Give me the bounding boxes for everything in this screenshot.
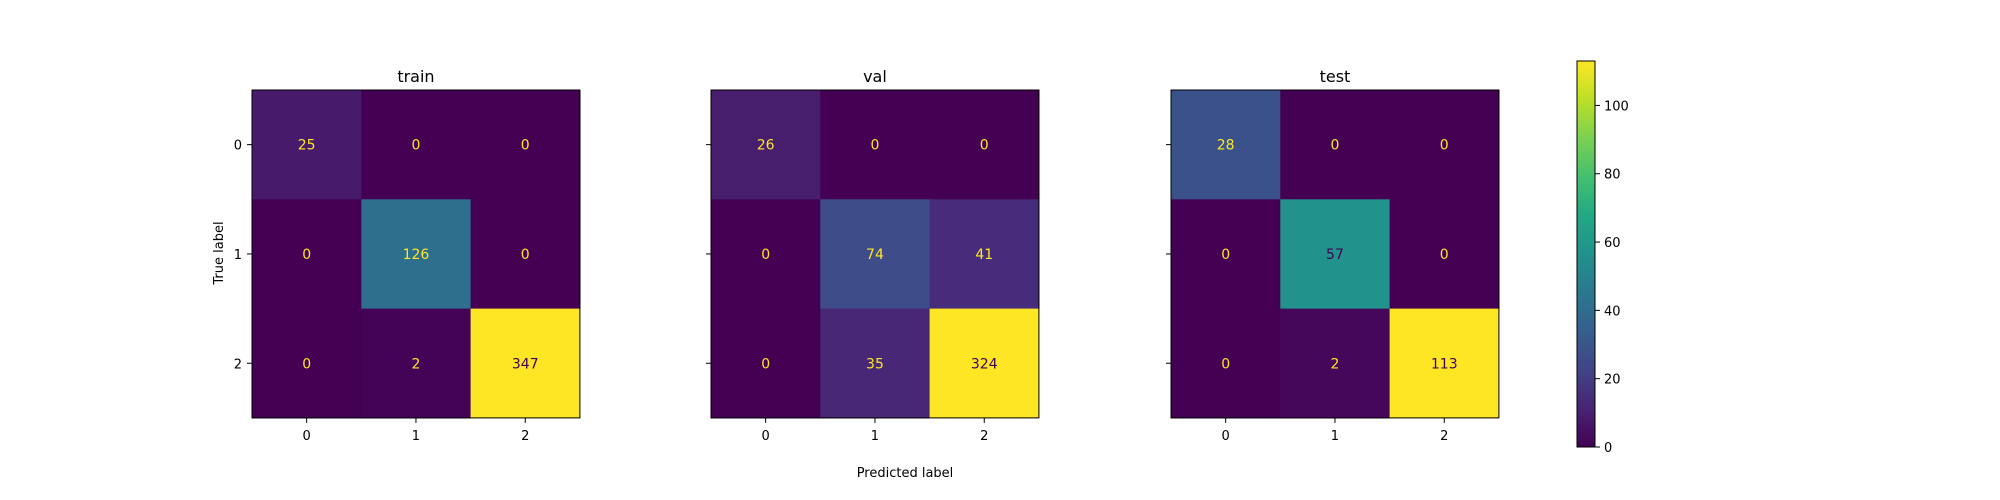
x-tick-label: 0 bbox=[1222, 429, 1230, 444]
cell-value-label: 0 bbox=[1221, 247, 1230, 263]
colorbar-gradient bbox=[1576, 60, 1596, 448]
cell-value-label: 0 bbox=[302, 356, 311, 372]
panel-title-test: test bbox=[1320, 67, 1351, 86]
matrix-cell bbox=[1280, 308, 1391, 419]
confusion-matrix-val: val 26 0 0 0 74 41 0 35 324 0 1 2 bbox=[706, 67, 1040, 444]
cell-value-label: 347 bbox=[512, 356, 539, 372]
x-axis-ticks: 0 1 2 bbox=[762, 417, 988, 444]
matrix-cell bbox=[470, 199, 581, 310]
matrix-cell bbox=[361, 90, 472, 200]
matrix-cell bbox=[1171, 90, 1281, 200]
cell-value-label: 0 bbox=[521, 138, 530, 154]
colorbar-tick-label: 100 bbox=[1604, 99, 1629, 114]
matrix-cell bbox=[361, 199, 472, 310]
cell-value-label: 0 bbox=[761, 247, 770, 263]
matrix-cell bbox=[1389, 90, 1500, 200]
matrix-cell bbox=[470, 90, 581, 200]
x-tick-label: 2 bbox=[1440, 429, 1448, 444]
cell-value-label: 2 bbox=[411, 356, 420, 372]
colorbar-tick-label: 60 bbox=[1604, 236, 1621, 251]
confusion-matrix-train: train 25 0 0 0 126 0 0 2 347 0 1 2 0 1 2 bbox=[234, 67, 581, 444]
matrix-cell bbox=[252, 199, 362, 310]
y-axis-ticks bbox=[706, 144, 711, 364]
cell-value-label: 113 bbox=[1431, 356, 1458, 372]
colorbar: 0 20 40 60 80 100 bbox=[1576, 60, 1629, 456]
cell-value-label: 57 bbox=[1326, 247, 1344, 263]
cell-value-label: 25 bbox=[298, 138, 316, 154]
matrix-cell bbox=[929, 90, 1040, 200]
matrix-cell bbox=[929, 199, 1040, 310]
matrix-cell bbox=[1389, 308, 1500, 419]
cell-value-label: 41 bbox=[975, 247, 993, 263]
cell-value-label: 0 bbox=[1221, 356, 1230, 372]
cell-value-label: 74 bbox=[866, 247, 884, 263]
matrix-cell bbox=[929, 308, 1040, 419]
matrix-cell bbox=[711, 308, 821, 419]
cell-value-label: 0 bbox=[521, 247, 530, 263]
matrix-cell bbox=[1389, 199, 1500, 310]
panel-title-val: val bbox=[863, 67, 887, 86]
x-tick-label: 0 bbox=[303, 429, 311, 444]
y-tick-label: 2 bbox=[234, 357, 242, 372]
y-axis-label: True label bbox=[212, 221, 227, 285]
colorbar-tick-label: 80 bbox=[1604, 168, 1621, 183]
cell-value-label: 2 bbox=[1330, 356, 1339, 372]
x-axis-ticks: 0 1 2 bbox=[303, 417, 529, 444]
x-axis-ticks: 0 1 2 bbox=[1222, 417, 1448, 444]
cell-value-label: 0 bbox=[1440, 247, 1449, 263]
colorbar-tick-label: 40 bbox=[1604, 304, 1621, 319]
matrix-cell bbox=[470, 308, 581, 419]
colorbar-tick-label: 0 bbox=[1604, 441, 1612, 456]
x-tick-label: 0 bbox=[762, 429, 770, 444]
y-tick-label: 0 bbox=[234, 139, 242, 154]
cell-value-label: 28 bbox=[1217, 138, 1235, 154]
cell-value-label: 0 bbox=[1330, 138, 1339, 154]
cell-value-label: 35 bbox=[866, 356, 884, 372]
cell-value-label: 0 bbox=[980, 138, 989, 154]
x-axis-label: Predicted label bbox=[857, 466, 954, 481]
matrix-cell bbox=[1280, 199, 1391, 310]
matrix-cell bbox=[1171, 308, 1281, 419]
cell-value-label: 0 bbox=[870, 138, 879, 154]
cell-value-label: 0 bbox=[761, 356, 770, 372]
colorbar-tick-label: 20 bbox=[1604, 373, 1621, 388]
x-tick-label: 1 bbox=[1331, 429, 1339, 444]
matrix-cells: 25 0 0 0 126 0 0 2 347 bbox=[252, 90, 581, 419]
matrix-cell bbox=[361, 308, 472, 419]
matrix-cell bbox=[711, 90, 821, 200]
y-axis-ticks bbox=[1166, 144, 1171, 364]
cell-value-label: 126 bbox=[403, 247, 430, 263]
cell-value-label: 324 bbox=[971, 356, 998, 372]
matrix-cell bbox=[820, 199, 931, 310]
matrix-cell bbox=[1171, 199, 1281, 310]
matrix-cell bbox=[1280, 90, 1391, 200]
cell-value-label: 0 bbox=[411, 138, 420, 154]
matrix-cells: 26 0 0 0 74 41 0 35 324 bbox=[711, 90, 1040, 419]
cell-value-label: 0 bbox=[1440, 138, 1449, 154]
matrix-cells: 28 0 0 0 57 0 0 2 113 bbox=[1171, 90, 1500, 419]
matrix-cell bbox=[820, 90, 931, 200]
y-tick-label: 1 bbox=[234, 248, 242, 263]
x-tick-label: 2 bbox=[980, 429, 988, 444]
matrix-cell bbox=[252, 90, 362, 200]
x-tick-label: 2 bbox=[521, 429, 529, 444]
matrix-cell bbox=[711, 199, 821, 310]
matrix-cell bbox=[820, 308, 931, 419]
matrix-cell bbox=[252, 308, 362, 419]
y-axis-ticks: 0 1 2 bbox=[234, 139, 252, 372]
colorbar-ticks: 0 20 40 60 80 100 bbox=[1595, 99, 1629, 456]
x-tick-label: 1 bbox=[412, 429, 420, 444]
panel-title-train: train bbox=[397, 67, 434, 86]
cell-value-label: 26 bbox=[757, 138, 775, 154]
x-tick-label: 1 bbox=[871, 429, 879, 444]
cell-value-label: 0 bbox=[302, 247, 311, 263]
confusion-matrix-test: test 28 0 0 0 57 0 0 2 113 0 1 2 bbox=[1166, 67, 1500, 444]
